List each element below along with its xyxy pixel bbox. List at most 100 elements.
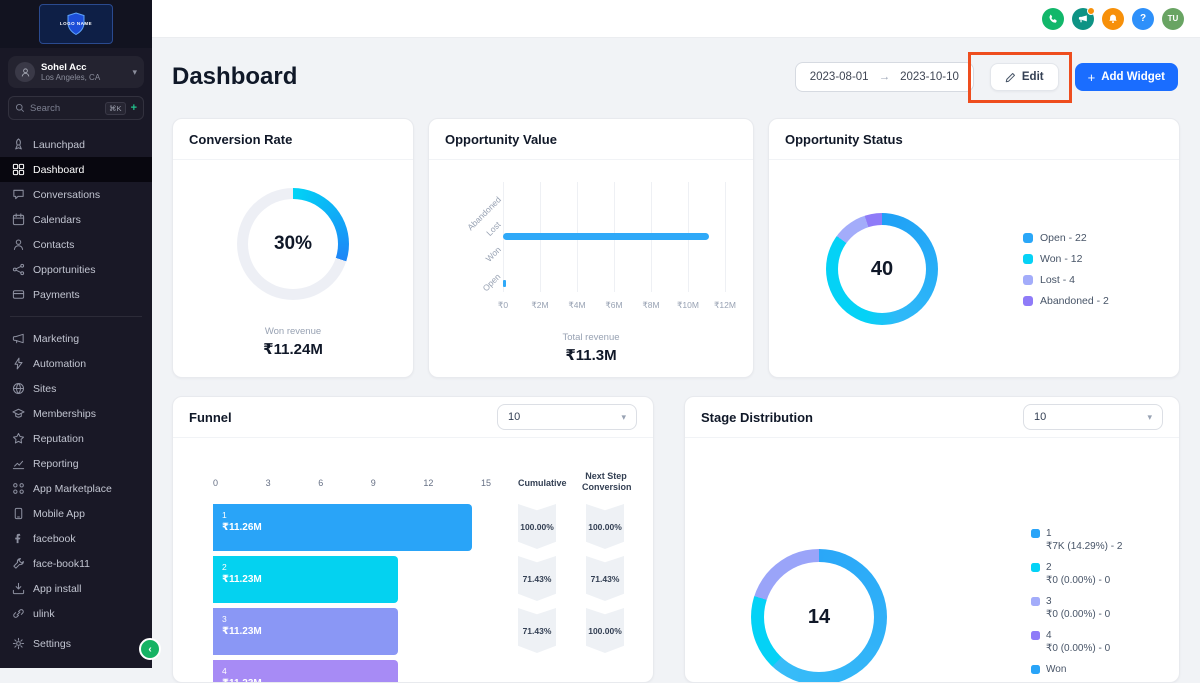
opportunity-status-card: Opportunity Status 40 Open - 22 Won - 12… bbox=[768, 118, 1180, 378]
avatar-initials: TU bbox=[1167, 14, 1179, 23]
axis-tick: 9 bbox=[370, 478, 376, 488]
legend-swatch bbox=[1023, 233, 1033, 243]
edit-button-wrap: Edit bbox=[967, 52, 1072, 103]
card-title: Funnel bbox=[189, 409, 232, 425]
edit-button-label: Edit bbox=[1021, 71, 1044, 83]
sidebar-item-settings[interactable]: Settings bbox=[0, 631, 152, 656]
sidebar-item-calendars[interactable]: Calendars bbox=[0, 207, 152, 232]
funnel-bar[interactable]: 2 ₹11.23M bbox=[213, 556, 399, 603]
globe-icon bbox=[12, 382, 25, 395]
donut-hole bbox=[838, 225, 926, 313]
sidebar-item-conversations[interactable]: Conversations bbox=[0, 182, 152, 207]
sidebar-item-label: Marketing bbox=[33, 332, 80, 345]
announcements-button[interactable] bbox=[1072, 6, 1095, 30]
sidebar-item-face-book11[interactable]: face-book11 bbox=[0, 551, 152, 576]
next-step-value: 71.43% bbox=[586, 556, 624, 601]
opportunities-icon bbox=[12, 263, 25, 276]
sidebar-item-dashboard[interactable]: Dashboard bbox=[0, 157, 152, 182]
account-avatar bbox=[15, 62, 35, 82]
help-button[interactable]: ? bbox=[1132, 7, 1154, 30]
add-widget-button[interactable]: + Add Widget bbox=[1074, 63, 1178, 91]
sidebar-item-automation[interactable]: Automation bbox=[0, 351, 152, 376]
sidebar-item-label: Conversations bbox=[33, 188, 101, 201]
account-switcher[interactable]: Sohel Acc Los Angeles, CA ▾ bbox=[8, 56, 144, 88]
shield-icon bbox=[67, 12, 85, 36]
notifications-button[interactable] bbox=[1102, 7, 1124, 30]
x-axis-label: ₹2M bbox=[531, 300, 549, 310]
automation-icon bbox=[12, 357, 25, 370]
axis-tick: 3 bbox=[265, 478, 271, 488]
search-input[interactable]: Search ⌘K + bbox=[8, 96, 144, 120]
conversion-percent: 30% bbox=[273, 233, 313, 254]
date-from[interactable]: 2023-08-01 bbox=[809, 71, 869, 83]
legend-item[interactable]: Open - 22 bbox=[1023, 232, 1109, 244]
x-axis-label: ₹8M bbox=[642, 300, 660, 310]
legend-item[interactable]: 3 ₹0 (0.00%) - 0 bbox=[1031, 596, 1122, 620]
sidebar-item-reporting[interactable]: Reporting bbox=[0, 451, 152, 476]
phone-button[interactable] bbox=[1042, 7, 1064, 30]
x-axis-label: ₹10M bbox=[677, 300, 699, 310]
sidebar-item-facebook[interactable]: facebook bbox=[0, 526, 152, 551]
funnel-limit-select[interactable]: 10 ▾ bbox=[497, 404, 637, 430]
funnel-bar[interactable]: 1 ₹11.26M bbox=[213, 504, 473, 551]
card-title: Opportunity Status bbox=[785, 131, 903, 147]
sidebar-collapse-button[interactable]: ‹ bbox=[139, 638, 161, 660]
funnel-bar[interactable]: 4₹11.23M bbox=[213, 660, 399, 682]
legend-item[interactable]: Won bbox=[1031, 664, 1122, 675]
next-step-value: 100.00% bbox=[586, 504, 624, 549]
x-axis-label: ₹12M bbox=[714, 300, 736, 310]
legend-item[interactable]: Abandoned - 2 bbox=[1023, 295, 1109, 307]
sidebar-item-marketing[interactable]: Marketing bbox=[0, 326, 152, 351]
question-mark-icon: ? bbox=[1139, 13, 1147, 24]
sidebar-item-app-marketplace[interactable]: App Marketplace bbox=[0, 476, 152, 501]
edit-button[interactable]: Edit bbox=[989, 63, 1059, 91]
sidebar-item-label: Calendars bbox=[33, 213, 81, 226]
facebook-icon bbox=[12, 532, 25, 545]
pencil-icon bbox=[1005, 72, 1015, 82]
funnel-bar[interactable]: 3 ₹11.23M bbox=[213, 608, 399, 655]
sidebar-item-memberships[interactable]: Memberships bbox=[0, 401, 152, 426]
axis-tick: 6 bbox=[318, 478, 324, 488]
sidebar-item-sites[interactable]: Sites bbox=[0, 376, 152, 401]
sidebar-item-label: ulink bbox=[33, 607, 55, 620]
legend-item[interactable]: 2 ₹0 (0.00%) - 0 bbox=[1031, 562, 1122, 586]
y-axis-label: Lost bbox=[484, 219, 503, 239]
date-range-picker[interactable]: 2023-08-01 → 2023-10-10 bbox=[794, 62, 974, 92]
search-placeholder: Search bbox=[30, 102, 61, 114]
funnel-axis: 0 3 6 9 12 15 bbox=[213, 478, 491, 488]
date-to[interactable]: 2023-10-10 bbox=[900, 71, 959, 83]
legend-item[interactable]: Lost - 4 bbox=[1023, 274, 1109, 286]
card-title: Opportunity Value bbox=[445, 131, 557, 147]
star-icon bbox=[12, 432, 25, 445]
sidebar-item-label: Opportunities bbox=[33, 263, 96, 276]
bar-value: ₹11.23M bbox=[222, 574, 262, 585]
sidebar-item-app-install[interactable]: App install bbox=[0, 576, 152, 601]
legend-name: Won bbox=[1046, 664, 1067, 675]
logo[interactable]: LOGO NAME bbox=[39, 4, 113, 44]
sidebar-item-launchpad[interactable]: Launchpad bbox=[0, 132, 152, 157]
legend-name: 4 bbox=[1046, 630, 1052, 641]
won-value-bar[interactable] bbox=[503, 233, 710, 240]
legend-value: ₹7K (14.29%) - 2 bbox=[1046, 541, 1123, 552]
sidebar-item-opportunities[interactable]: Opportunities bbox=[0, 257, 152, 282]
conversion-donut-chart: 30% bbox=[237, 188, 349, 300]
sidebar-item-contacts[interactable]: Contacts bbox=[0, 232, 152, 257]
open-value-bar[interactable] bbox=[503, 280, 506, 287]
legend-item[interactable]: 1 ₹7K (14.29%) - 2 bbox=[1031, 528, 1122, 552]
legend-value: ₹0 (0.00%) - 0 bbox=[1046, 643, 1111, 654]
quick-add-icon[interactable]: + bbox=[130, 101, 137, 114]
sidebar-item-label: Launchpad bbox=[33, 138, 85, 151]
donut-hole bbox=[764, 562, 874, 672]
logo-bar: LOGO NAME bbox=[0, 0, 152, 48]
sidebar-item-ulink[interactable]: ulink bbox=[0, 601, 152, 626]
legend-swatch bbox=[1031, 665, 1040, 674]
cumulative-value: 100.00% bbox=[518, 504, 556, 549]
legend-item[interactable]: 4 ₹0 (0.00%) - 0 bbox=[1031, 630, 1122, 654]
sidebar-item-mobile-app[interactable]: Mobile App bbox=[0, 501, 152, 526]
status-legend: Open - 22 Won - 12 Lost - 4 Abandoned - … bbox=[1023, 232, 1109, 316]
user-avatar[interactable]: TU bbox=[1162, 7, 1184, 30]
legend-item[interactable]: Won - 12 bbox=[1023, 253, 1109, 265]
sidebar-item-reputation[interactable]: Reputation bbox=[0, 426, 152, 451]
stage-limit-select[interactable]: 10 ▾ bbox=[1023, 404, 1163, 430]
sidebar-item-payments[interactable]: Payments bbox=[0, 282, 152, 307]
